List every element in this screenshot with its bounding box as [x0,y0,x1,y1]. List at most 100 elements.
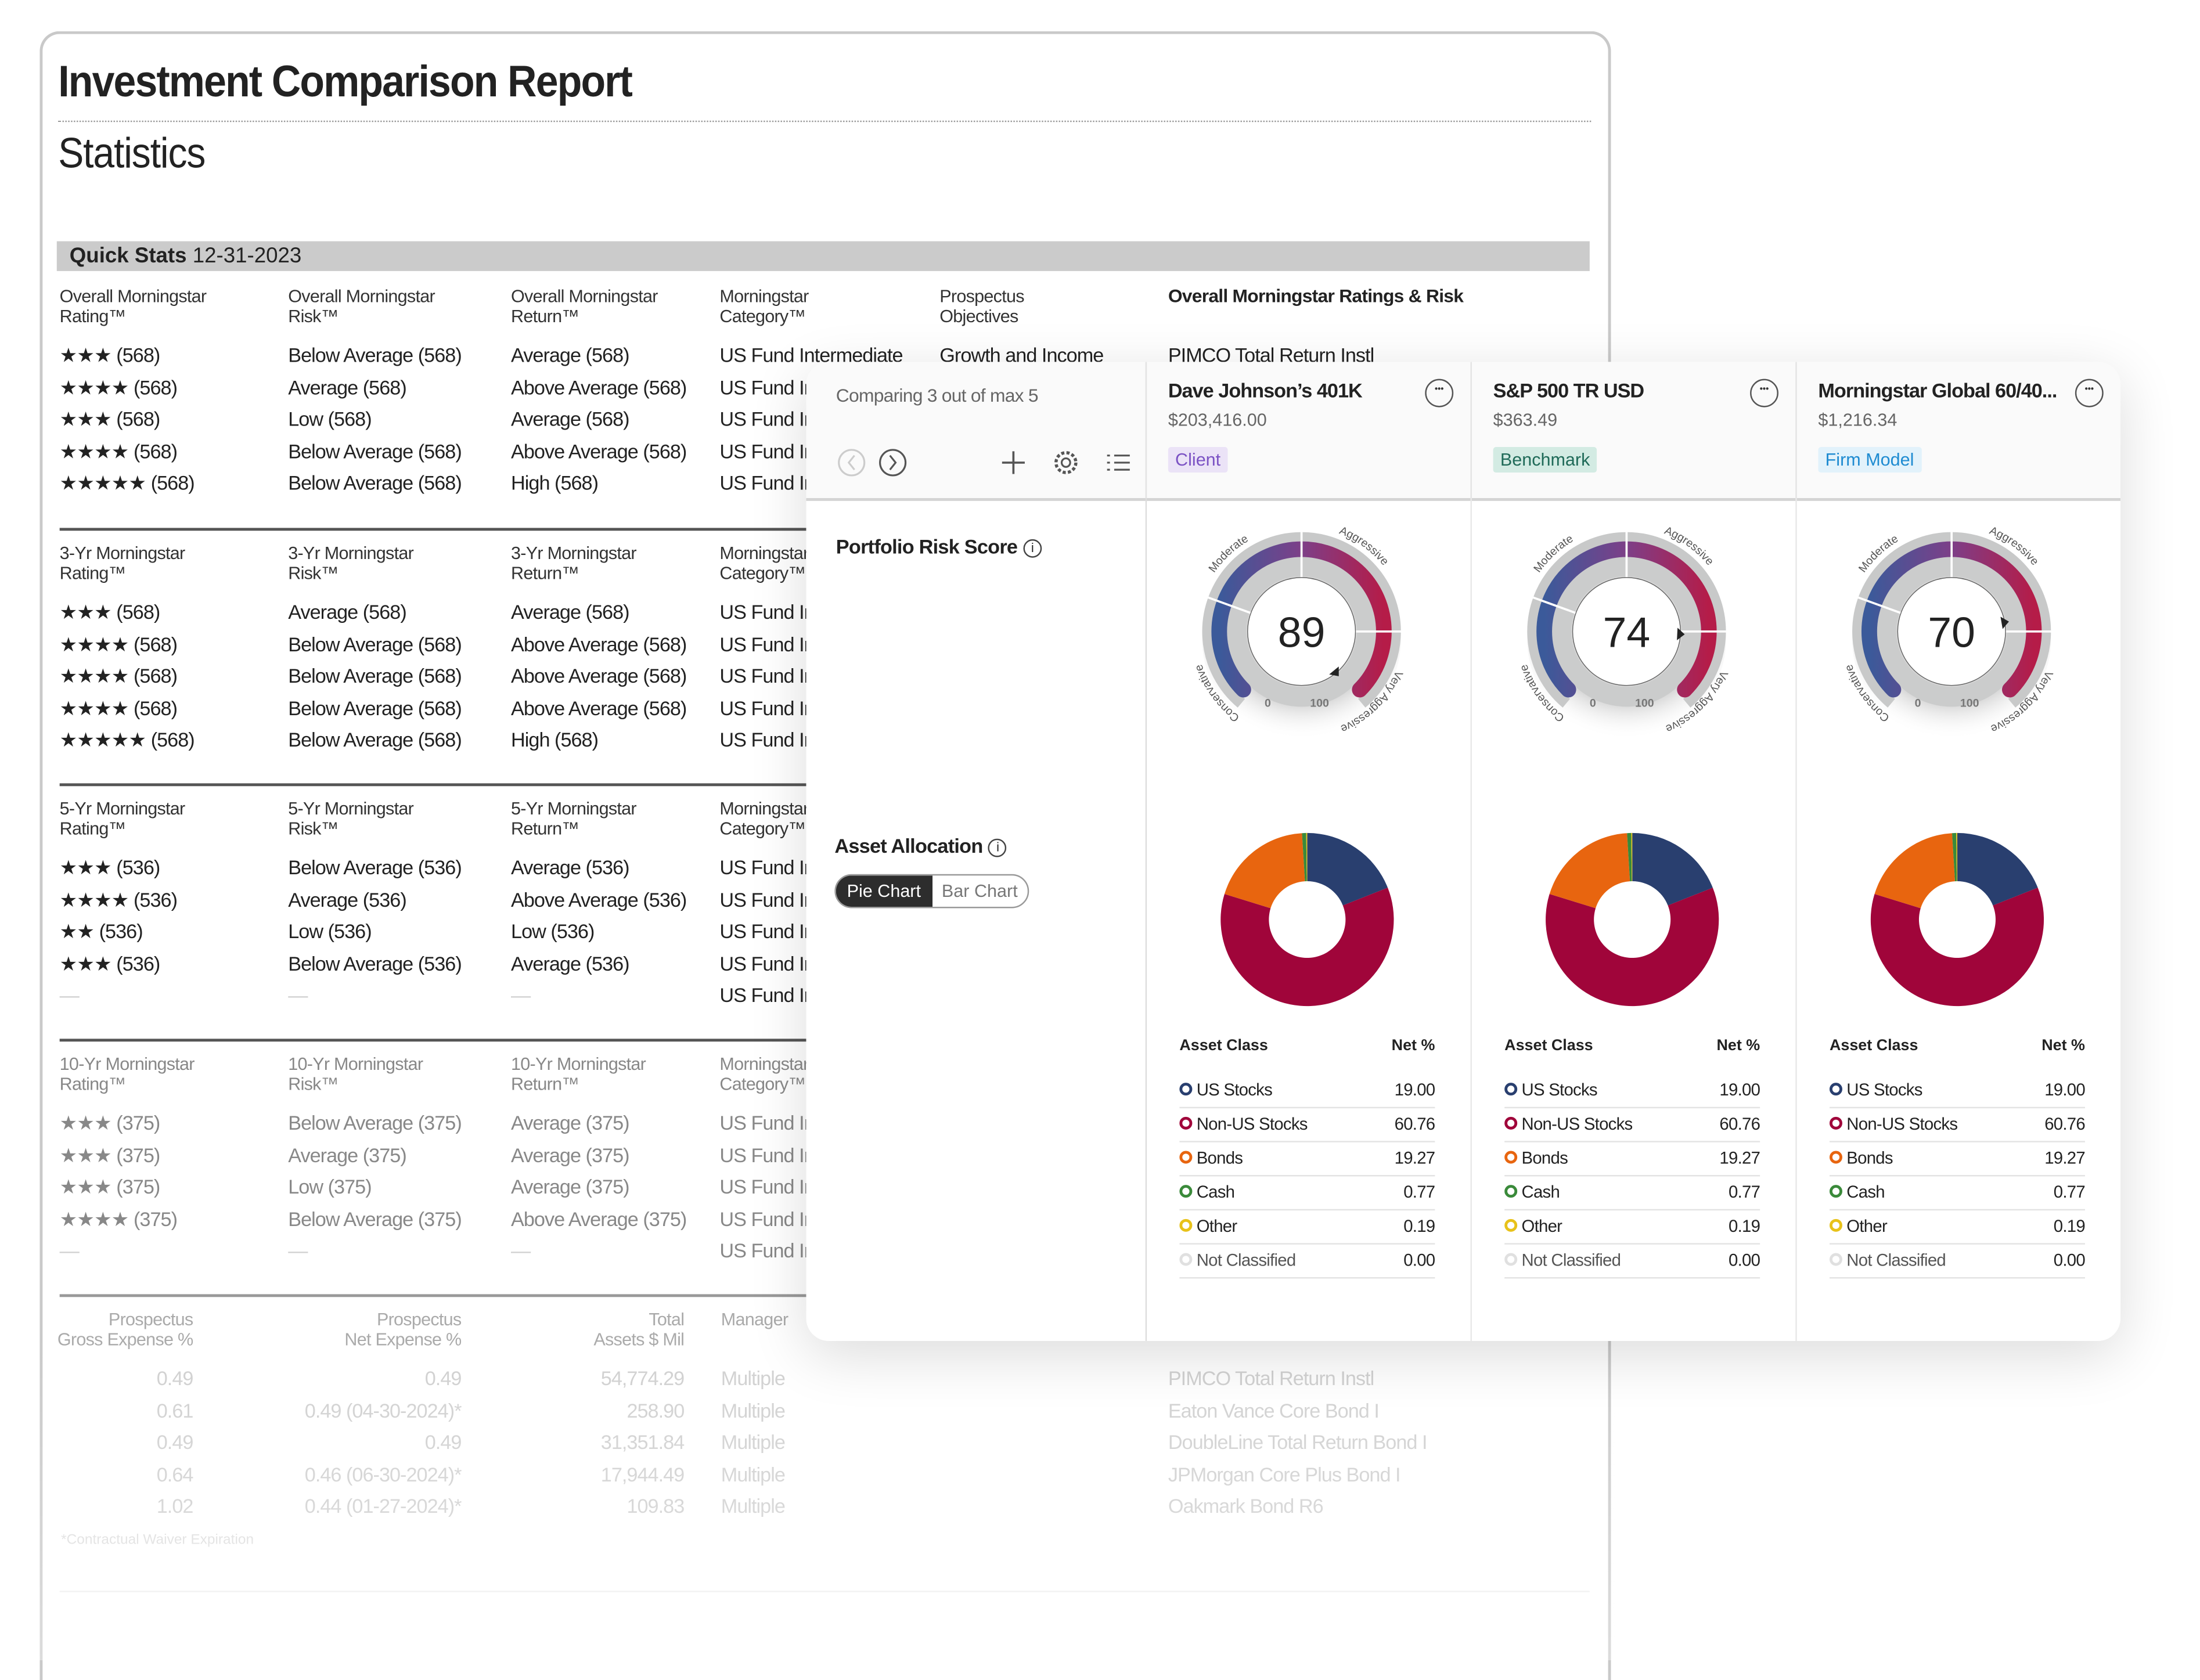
table-cell: PIMCO Total Return Instl [1168,1367,1374,1389]
header-line: Return™ [511,307,579,327]
asset-class-label: Cash [1196,1182,1235,1202]
column-header: 3-Yr Morningstar Risk™ [288,543,414,583]
portfolio-type-badge: Benchmark [1493,447,1597,473]
asset-class-cell: US Stocks [1504,1074,1598,1106]
plus-icon[interactable] [999,448,1028,477]
asset-class-cell: Other [1504,1210,1562,1243]
table-cell: Average (568) [288,375,407,398]
header-line: Net Expense % [344,1329,462,1349]
net-percent-value: 19.00 [1719,1080,1760,1100]
header-line: Overall Morningstar Ratings & Risk [1168,285,1464,307]
pie-chart-toggle[interactable]: Pie Chart [836,875,932,907]
asset-class-cell: Non-US Stocks [1829,1108,1958,1141]
portfolio-type-badge: Client [1168,447,1228,473]
column-header: Morningstar Category™ [719,799,809,838]
asset-class-header: Asset Class [1504,1037,1593,1055]
table-cell: Average (375) [288,1143,407,1166]
table-cell: 0.49 (04-30-2024)* [305,1398,462,1421]
column-separator [1795,498,1797,1342]
column-header: Overall Morningstar Ratings & Risk [1168,285,1464,307]
allocation-row: US Stocks 19.00 [1829,1074,2086,1109]
info-icon[interactable]: i [988,838,1007,857]
asset-class-label: Other [1196,1216,1237,1236]
header-line: Rating™ [59,819,127,839]
gear-icon[interactable] [1052,448,1080,477]
asset-class-label: Non-US Stocks [1196,1113,1308,1134]
header-line: 10-Yr Morningstar [511,1054,646,1075]
header-line: Category™ [719,1074,806,1094]
asset-class-label: Bonds [1196,1148,1243,1168]
table-cell: ★★★★ (568) [59,696,178,719]
list-icon[interactable] [1104,448,1133,477]
panel-left-column: Comparing 3 out of max 5 Portfolio Risk … [806,362,1147,1342]
table-cell: Below Average (375) [288,1111,462,1134]
table-cell: Multiple [721,1462,786,1485]
title-divider [58,120,1592,122]
table-cell: Above Average (568) [511,664,687,687]
table-cell: ★★★★ (568) [59,664,178,687]
bar-chart-toggle[interactable]: Bar Chart [941,881,1018,902]
panel-header [806,362,2121,501]
allocation-row: Cash 0.77 [1179,1176,1435,1211]
bottom-divider [59,1591,1590,1592]
donut-slice-bonds [1549,833,1630,909]
allocation-table: Asset Class Net % US Stocks 19.00 Non-US Sto… [1179,1037,1435,1279]
asset-class-label: Not Classified [1846,1250,1946,1270]
report-subtitle: Statistics [58,130,206,178]
net-percent-value: 0.19 [1403,1216,1435,1236]
chevron-left-icon[interactable] [837,448,866,477]
ellipsis-icon[interactable]: ••• [1425,378,1454,408]
allocation-row: Bonds 19.27 [1829,1142,2086,1177]
risk-score-value: 70 [1928,609,1975,657]
table-cell: Below Average (375) [288,1207,462,1230]
net-percent-value: 60.76 [1394,1113,1435,1134]
table-cell: ★★★★ (568) [59,375,178,398]
legend-dot-icon [1829,1218,1842,1232]
net-percent-header: Net % [1716,1037,1760,1055]
allocation-row: US Stocks 19.00 [1504,1074,1760,1109]
asset-class-cell: Non-US Stocks [1179,1108,1308,1141]
table-cell: Multiple [721,1398,786,1421]
portfolio-header: S&P 500 TR USD $363.49 Benchmark ••• [1470,362,1796,499]
chevron-right-icon[interactable] [878,448,907,477]
table-cell: Average (568) [288,600,407,623]
allocation-donut [1220,832,1394,1007]
table-cell: 0.46 (06-30-2024)* [305,1462,462,1485]
table-cell: High (568) [511,728,599,751]
info-icon[interactable]: i [1023,539,1042,558]
donut-slice-non-us-stocks [1220,888,1394,1007]
ellipsis-icon[interactable]: ••• [1750,378,1778,408]
allocation-donut [1870,832,2044,1007]
table-cell: Average (536) [511,951,630,975]
table-cell: Low (536) [511,920,595,943]
table-cell: Above Average (568) [511,375,687,398]
ellipsis-icon[interactable]: ••• [2075,378,2104,408]
table-cell: High (568) [511,471,599,494]
table-cell: Below Average (536) [288,951,462,975]
net-percent-value: 0.19 [1729,1216,1760,1236]
risk-score-heading: Portfolio Risk Score i [836,535,1042,558]
header-line: 10-Yr Morningstar [59,1054,195,1075]
table-cell: 0.64 [157,1462,194,1485]
asset-allocation-heading: Asset Allocation i [834,834,1007,857]
gauge-tick [1856,596,1902,614]
table-cell: — [59,1239,80,1262]
column-header: 5-Yr Morningstar Return™ [511,799,637,838]
asset-class-cell: Bonds [1504,1142,1568,1175]
asset-class-label: Other [1521,1216,1562,1236]
header-line: Gross Expense % [57,1329,193,1349]
asset-class-label: Cash [1846,1182,1885,1202]
header-line: Risk™ [288,1074,339,1094]
allocation-row: Cash 0.77 [1829,1176,2086,1211]
asset-class-label: Non-US Stocks [1846,1113,1958,1134]
asset-class-label: Cash [1521,1182,1560,1202]
net-percent-value: 19.27 [2044,1148,2085,1168]
portfolio-header: Morningstar Global 60/40... $1,216.34 Firm… [1795,362,2120,499]
column-header: ProspectusGross Expense % [57,1310,193,1349]
column-header: Manager [721,1310,788,1329]
asset-class-header: Asset Class [1829,1037,1918,1055]
asset-class-cell: US Stocks [1179,1074,1273,1106]
net-percent-header: Net % [1391,1037,1435,1055]
header-line: Assets $ Mil [593,1329,685,1349]
